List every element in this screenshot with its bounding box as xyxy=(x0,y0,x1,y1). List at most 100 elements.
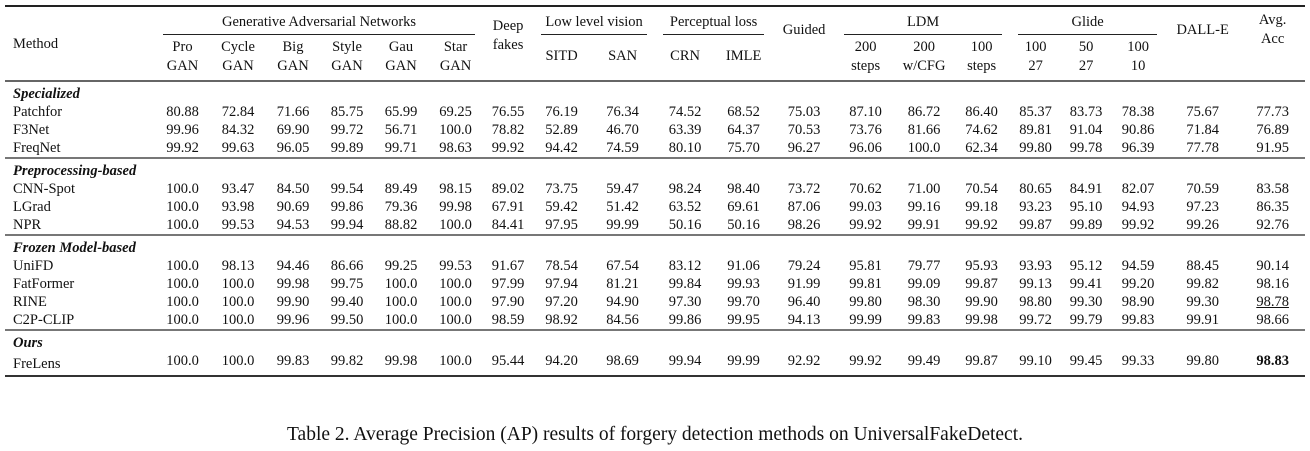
value-cell: 98.59 xyxy=(491,312,525,328)
value-cell: 99.70 xyxy=(727,294,760,310)
value-cell: 59.47 xyxy=(606,181,639,197)
value-cell: 94.20 xyxy=(533,352,591,377)
value-cell: 99.96 xyxy=(166,122,199,138)
value-cell: 75.03 xyxy=(787,104,821,120)
group-header-6: Glide xyxy=(1010,5,1166,35)
value-cell: 74.52 xyxy=(668,104,702,120)
value-cell: 99.98 xyxy=(374,352,428,377)
value-cell: 99.87 xyxy=(953,352,1011,377)
header-line: fakes xyxy=(492,37,524,53)
value-cell: 99.25 xyxy=(384,258,418,274)
value-cell: 100.0 xyxy=(384,312,418,328)
value-cell: 99.92 xyxy=(1121,217,1155,233)
column-header: CRN xyxy=(655,35,715,81)
avg-acc-cell: 98.16 xyxy=(1256,276,1289,292)
value-cell: 100.0 xyxy=(221,276,255,292)
group-header-5: LDM xyxy=(836,5,1011,35)
header-line: Deep xyxy=(492,18,524,34)
avg-acc-cell: 91.95 xyxy=(1256,140,1289,156)
value-cell: 89.81 xyxy=(1019,122,1052,138)
group-label: Glide xyxy=(1018,13,1158,35)
value-cell: 84.56 xyxy=(606,312,639,328)
header-line: steps xyxy=(851,58,881,74)
value-cell: 94.53 xyxy=(276,217,310,233)
value-cell: 100.0 xyxy=(439,294,472,310)
value-cell: 99.92 xyxy=(849,217,882,233)
method-name: F3Net xyxy=(13,122,50,138)
value-cell: 97.94 xyxy=(545,276,578,292)
column-header: Pro GAN xyxy=(155,35,210,81)
header-line: 10 xyxy=(1130,58,1146,74)
value-cell: 50.16 xyxy=(668,217,702,233)
value-cell: 100.0 xyxy=(384,294,418,310)
value-cell: 87.10 xyxy=(849,104,882,120)
value-cell: 80.88 xyxy=(166,104,199,120)
value-cell: 100.0 xyxy=(439,276,472,292)
value-cell: 99.79 xyxy=(1069,312,1103,328)
header-line: DALL-E xyxy=(1176,22,1229,38)
value-cell: 97.95 xyxy=(545,217,578,233)
value-cell: 99.91 xyxy=(907,217,941,233)
method-name: UniFD xyxy=(13,258,54,274)
avg-acc-cell: 86.35 xyxy=(1256,199,1289,215)
value-cell: 99.87 xyxy=(965,276,998,292)
column-header: Gau GAN xyxy=(374,35,428,81)
value-cell: 70.59 xyxy=(1186,181,1219,197)
value-cell: 96.05 xyxy=(276,140,310,156)
column-header: Style GAN xyxy=(320,35,374,81)
header-line: Style xyxy=(332,39,362,55)
header-line: GAN xyxy=(331,58,363,74)
header-line: GAN xyxy=(222,58,254,74)
avg-acc-cell: 98.66 xyxy=(1256,312,1289,328)
value-cell: 84.91 xyxy=(1069,181,1103,197)
value-cell: 70.53 xyxy=(787,122,821,138)
table-row: LGrad 100.0 93.98 90.69 99.86 79.36 99.98 67.91… xyxy=(5,198,1305,216)
group-label: Generative Adversarial Networks xyxy=(163,13,476,35)
value-cell: 99.71 xyxy=(384,140,418,156)
header-line: 100 xyxy=(1127,39,1149,55)
value-cell: 99.87 xyxy=(1019,217,1052,233)
value-cell: 99.84 xyxy=(668,276,702,292)
value-cell: 98.26 xyxy=(787,217,821,233)
value-cell: 89.49 xyxy=(384,181,418,197)
value-cell: 100.0 xyxy=(907,140,941,156)
value-cell: 84.41 xyxy=(491,217,525,233)
value-cell: 90.69 xyxy=(276,199,310,215)
value-cell: 87.06 xyxy=(787,199,821,215)
section-title: Ours xyxy=(13,335,43,351)
value-cell: 78.82 xyxy=(491,122,525,138)
value-cell: 100.0 xyxy=(166,181,199,197)
value-cell: 100.0 xyxy=(384,276,418,292)
header-line: 27 xyxy=(1078,58,1094,74)
header-line: GAN xyxy=(439,58,472,74)
section-title: Specialized xyxy=(13,86,80,102)
value-cell: 52.89 xyxy=(545,122,578,138)
value-cell: 100.0 xyxy=(439,122,472,138)
value-cell: 100.0 xyxy=(210,352,266,377)
column-header: Big GAN xyxy=(266,35,320,81)
value-cell: 99.10 xyxy=(1010,352,1062,377)
value-cell: 99.99 xyxy=(849,312,882,328)
value-cell: 99.72 xyxy=(1019,312,1052,328)
value-cell: 99.83 xyxy=(907,312,941,328)
value-cell: 83.73 xyxy=(1069,104,1103,120)
value-cell: 91.67 xyxy=(491,258,525,274)
value-cell: 96.39 xyxy=(1121,140,1155,156)
header-line: Pro xyxy=(172,39,193,55)
value-cell: 85.37 xyxy=(1019,104,1052,120)
value-cell: 99.92 xyxy=(166,140,199,156)
column-header: 100 steps xyxy=(953,35,1010,81)
value-cell: 94.46 xyxy=(276,258,310,274)
table-row: FatFormer 100.0 100.0 99.98 99.75 100.0 100.0 9… xyxy=(5,275,1305,293)
value-cell: 77.78 xyxy=(1186,140,1219,156)
value-cell: 64.37 xyxy=(727,122,760,138)
value-cell: 90.86 xyxy=(1121,122,1155,138)
value-cell: 97.23 xyxy=(1186,199,1219,215)
value-cell: 99.90 xyxy=(965,294,998,310)
value-cell: 76.19 xyxy=(545,104,578,120)
value-cell: 99.13 xyxy=(1019,276,1052,292)
value-cell: 69.25 xyxy=(439,104,472,120)
value-cell: 99.92 xyxy=(836,352,896,377)
value-cell: 98.13 xyxy=(221,258,255,274)
table-row: CNN-Spot 100.0 93.47 84.50 99.54 89.49 98.15 89… xyxy=(5,180,1305,198)
